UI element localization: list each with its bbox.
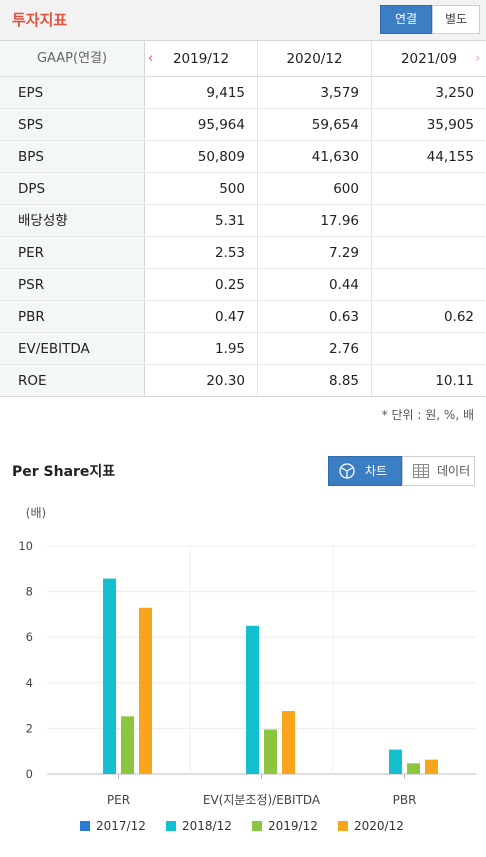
row-label: PER [18, 245, 45, 261]
y-tick-label: 0 [26, 767, 33, 781]
y-tick-label: 4 [26, 676, 33, 690]
legend-label: 2019/12 [268, 819, 318, 833]
legend-label: 2017/12 [96, 819, 146, 833]
bar [407, 763, 420, 774]
legend-swatch [338, 821, 348, 831]
row-label: EV/EBITDA [18, 341, 90, 357]
cell-value: 2.76 [328, 341, 359, 357]
table-row: PSR 0.25 0.44 [0, 269, 486, 301]
row-label: EPS [18, 85, 44, 101]
cell-value: 10.11 [435, 373, 474, 389]
table-row: ROE 20.30 8.85 10.11 [0, 365, 486, 397]
chart-section-title: Per Share지표 [12, 464, 116, 480]
table-row: PER 2.53 7.29 [0, 237, 486, 269]
x-tick-label: PER [107, 793, 130, 807]
chart-view-button[interactable]: 차트 [328, 456, 402, 486]
table-row: EPS 9,415 3,579 3,250 [0, 77, 486, 109]
cell-value: 0.25 [214, 277, 245, 293]
legend-swatch [80, 821, 90, 831]
row-label: PSR [18, 277, 45, 293]
y-tick-label: 2 [26, 721, 33, 735]
cell-value: 50,809 [197, 149, 245, 165]
row-label: PBR [18, 309, 45, 325]
bar [139, 607, 152, 774]
cell-value: 41,630 [311, 149, 359, 165]
cell-value: 0.47 [214, 309, 245, 325]
cell-value: 9,415 [206, 85, 245, 101]
data-view-button[interactable]: 데이터 [402, 456, 475, 486]
legend-label: 2018/12 [182, 819, 232, 833]
cell-value: 1.95 [214, 341, 245, 357]
cell-value: 5.31 [214, 213, 245, 229]
cell-value: 7.29 [328, 245, 359, 261]
period-label: 2019/12 [172, 51, 230, 67]
cell-value: 500 [219, 181, 245, 197]
y-tick-label: 10 [18, 539, 33, 553]
cell-value: 95,964 [197, 117, 245, 133]
cell-value: 44,155 [426, 149, 474, 165]
row-label: DPS [18, 181, 46, 197]
bar [246, 625, 259, 774]
cell-value: 0.62 [443, 309, 474, 325]
separate-toggle-button[interactable]: 별도 [432, 5, 480, 34]
x-tick-label: PBR [393, 793, 417, 807]
table-header-row: GAAP(연결) 2019/12 2020/12 2021/09 ‹ › [0, 41, 486, 77]
cell-value: 20.30 [206, 373, 245, 389]
cell-value: 35,905 [426, 117, 474, 133]
table-row: 배당성향 5.31 17.96 [0, 205, 486, 237]
period-label: 2020/12 [286, 51, 343, 67]
cell-value: 0.44 [328, 277, 359, 293]
chevron-left-icon[interactable]: ‹ [148, 51, 154, 66]
cell-value: 8.85 [328, 373, 359, 389]
cell-value: 3,579 [320, 85, 359, 101]
consolidated-toggle-button[interactable]: 연결 [380, 5, 432, 34]
bar [282, 711, 295, 774]
chart-view-label: 차트 [365, 464, 388, 478]
bar [264, 729, 277, 774]
row-label: SPS [18, 117, 44, 133]
chart-icon [339, 463, 355, 479]
section-header: 투자지표 연결 별도 [0, 0, 486, 40]
cell-value: 600 [333, 181, 359, 197]
data-view-label: 데이터 [437, 464, 471, 478]
table-header-label-cell: GAAP(연결) [0, 41, 145, 76]
cell-value: 3,250 [435, 85, 474, 101]
y-tick-label: 8 [26, 585, 33, 599]
table-header-period-1: 2019/12 [145, 41, 258, 76]
table-header-period-3: 2021/09 [372, 41, 486, 76]
row-label: BPS [18, 149, 44, 165]
table-row: PBR 0.47 0.63 0.62 [0, 301, 486, 333]
table-row: SPS 95,964 59,654 35,905 [0, 109, 486, 141]
cell-value: 17.96 [320, 213, 359, 229]
table-row: DPS 500 600 [0, 173, 486, 205]
bar [103, 578, 116, 774]
table-header-label: GAAP(연결) [36, 51, 108, 66]
cell-value: 2.53 [214, 245, 245, 261]
table-icon [413, 464, 429, 478]
x-tick-label: EV(지분조정)/EBITDA [203, 793, 321, 807]
bar [121, 716, 134, 774]
legend-label: 2020/12 [354, 819, 404, 833]
bar [425, 759, 438, 774]
section-title: 투자지표 [12, 11, 68, 29]
row-label: 배당성향 [18, 213, 68, 229]
table-header-period-2: 2020/12 [258, 41, 372, 76]
chevron-right-icon[interactable]: › [475, 51, 481, 66]
bar [389, 749, 402, 774]
y-axis-unit-label: (배) [26, 506, 46, 520]
investment-indicators-table: GAAP(연결) 2019/12 2020/12 2021/09 ‹ › EPS… [0, 40, 486, 397]
cell-value: 59,654 [311, 117, 359, 133]
legend-swatch [166, 821, 176, 831]
legend-swatch [252, 821, 262, 831]
period-label: 2021/09 [400, 51, 458, 67]
cell-value: 0.63 [328, 309, 359, 325]
per-share-bar-chart: (배) 0 2 4 6 8 10 PER EV(지분조정)/EBITDA PBR 2017/12 20… [18, 506, 476, 833]
y-tick-label: 6 [26, 630, 33, 644]
table-row: BPS 50,809 41,630 44,155 [0, 141, 486, 173]
unit-note: * 단위 : 원, %, 배 [381, 408, 474, 422]
row-label: ROE [18, 373, 47, 389]
table-row: EV/EBITDA 1.95 2.76 [0, 333, 486, 365]
